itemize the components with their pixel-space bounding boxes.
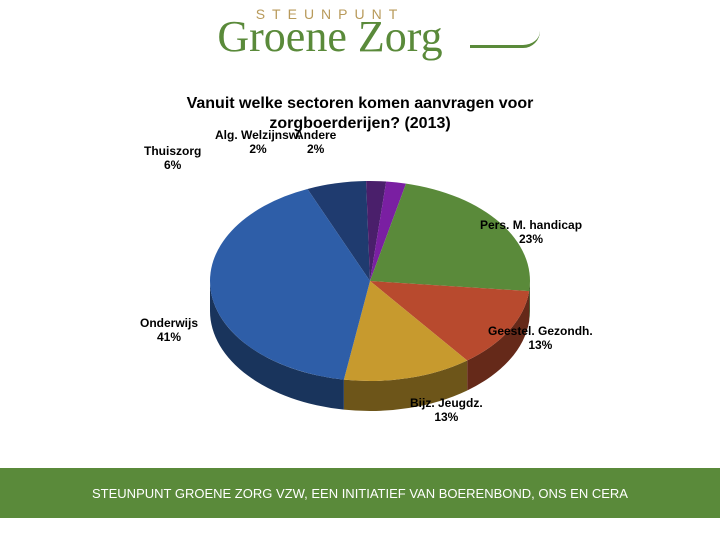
footer-bar: STEUNPUNT GROENE ZORG VZW, EEN INITIATIE… bbox=[0, 468, 720, 518]
pie-label-name: Thuiszorg bbox=[144, 144, 201, 158]
pie-label-percent: 13% bbox=[488, 338, 593, 352]
pie-top bbox=[210, 181, 530, 381]
pie-chart bbox=[200, 166, 540, 436]
pie-label-name: Bijz. Jeugdz. bbox=[410, 396, 483, 410]
pie-label-name: Pers. M. handicap bbox=[480, 218, 582, 232]
pie-label: Alg. Welzijnsw.2% bbox=[215, 128, 301, 156]
logo-swash-icon bbox=[470, 31, 540, 48]
pie-label: Geestel. Gezondh.13% bbox=[488, 324, 593, 352]
pie-label-name: Andere bbox=[295, 128, 336, 142]
pie-wrap: Thuiszorg6%Alg. Welzijnsw.2%Andere2%Pers… bbox=[80, 136, 640, 456]
pie-label: Bijz. Jeugdz.13% bbox=[410, 396, 483, 424]
chart-title: Vanuit welke sectoren komen aanvragen vo… bbox=[80, 94, 640, 134]
pie-label-name: Onderwijs bbox=[140, 316, 198, 330]
pie-label-percent: 41% bbox=[140, 330, 198, 344]
pie-label: Thuiszorg6% bbox=[144, 144, 201, 172]
logo: STEUNPUNT Groene Zorg bbox=[160, 6, 500, 54]
pie-label-name: Geestel. Gezondh. bbox=[488, 324, 593, 338]
logo-script-text: Groene Zorg bbox=[160, 20, 500, 54]
pie-label: Andere2% bbox=[295, 128, 336, 156]
pie-label: Onderwijs41% bbox=[140, 316, 198, 344]
pie-label-name: Alg. Welzijnsw. bbox=[215, 128, 301, 142]
chart-title-line-1: Vanuit welke sectoren komen aanvragen vo… bbox=[187, 95, 534, 112]
pie-label-percent: 23% bbox=[480, 232, 582, 246]
pie-label-percent: 6% bbox=[144, 158, 201, 172]
logo-script-label: Groene Zorg bbox=[217, 12, 442, 61]
pie-label-percent: 13% bbox=[410, 410, 483, 424]
chart-container: Vanuit welke sectoren komen aanvragen vo… bbox=[80, 94, 640, 456]
pie-label-percent: 2% bbox=[295, 142, 336, 156]
pie-label: Pers. M. handicap23% bbox=[480, 218, 582, 246]
footer-below-spacer bbox=[0, 518, 720, 540]
footer-text: STEUNPUNT GROENE ZORG VZW, EEN INITIATIE… bbox=[92, 486, 628, 501]
pie-label-percent: 2% bbox=[215, 142, 301, 156]
